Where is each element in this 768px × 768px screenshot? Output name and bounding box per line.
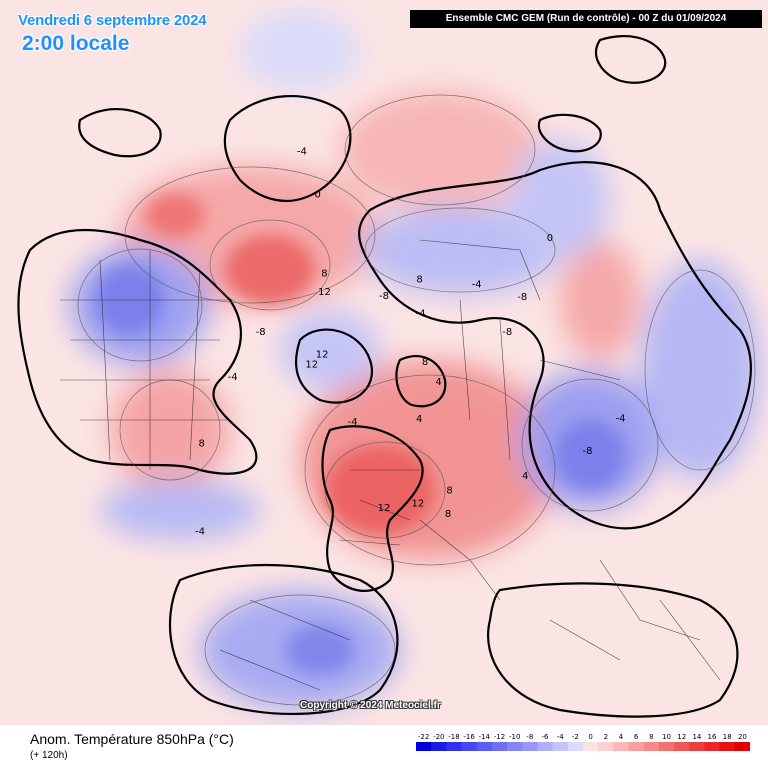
legend-tick-label: -2	[572, 733, 579, 741]
isotherm-value-label: 8	[416, 275, 422, 286]
anomaly-shading	[70, 10, 760, 710]
legend-swatch	[643, 742, 660, 751]
isotherm-value-label: 8	[445, 509, 451, 520]
isotherm-value-label: 12	[318, 287, 331, 298]
borders	[60, 239, 721, 691]
isotherm-value-label: -4	[472, 279, 482, 290]
isotherm-value-label: -8	[256, 327, 266, 338]
isotherm-value-label: -4	[348, 417, 358, 428]
coastlines	[17, 35, 752, 718]
legend-tick-label: 6	[634, 733, 639, 741]
legend-tick-label: 16	[708, 733, 717, 741]
model-run-info: Ensemble CMC GEM (Run de contrôle) - 00 …	[410, 10, 762, 28]
legend-tick-label: 0	[588, 733, 592, 741]
isotherm-value-label: -4	[195, 526, 205, 537]
isotherm-value-label: 12	[316, 350, 329, 361]
legend-tick-label: 20	[738, 733, 747, 741]
isotherm-value-label: 8	[422, 357, 428, 368]
legend-tick-label: 12	[677, 733, 686, 741]
legend-swatch	[704, 742, 720, 751]
legend-tick-label: -8	[526, 733, 533, 741]
isotherm-value-label: -4	[416, 309, 426, 320]
legend-tick-label: -22	[418, 733, 429, 741]
legend-tick-label: -6	[542, 733, 550, 741]
isotherm-value-label: 8	[321, 269, 327, 280]
lead-time: (+ 120h)	[30, 750, 68, 761]
isotherm-value-label: 12	[305, 359, 318, 370]
isotherm-value-label: -4	[616, 414, 626, 425]
legend-swatch	[674, 742, 690, 751]
isotherm-value-label: -8	[379, 291, 389, 302]
isotherm-value-label: 8	[199, 438, 205, 449]
isotherm-value-label: 12	[378, 503, 391, 514]
legend-swatch	[446, 742, 462, 751]
isotherm-value-label: -8	[502, 327, 512, 338]
isotherm-value-label: 4	[522, 471, 528, 482]
local-time-title: 2:00 locale	[22, 32, 130, 55]
color-legend: -22 -20 -18 -16 -14 -12 -10 -8 -6 -4 -2 0 2 4 6 8 10 12 14…	[416, 733, 750, 751]
legend-tick-label: -20	[433, 733, 444, 741]
legend-swatch	[507, 742, 523, 751]
legend-tick-label: 18	[723, 733, 732, 741]
legend-swatch	[431, 742, 447, 751]
isotherm-value-label: -4	[297, 146, 307, 157]
legend-tick-label: -18	[448, 733, 459, 741]
legend-tick-label: 2	[604, 733, 608, 741]
isotherm-value-label: 0	[315, 190, 321, 201]
legend-swatch	[613, 742, 629, 751]
legend-tick-label: -4	[557, 733, 565, 741]
isotherm-value-label: 12	[412, 499, 425, 510]
parameter-title: Anom. Température 850hPa (°C)	[30, 731, 234, 747]
legend-tick-label: -12	[494, 733, 505, 741]
isotherm-value-label: -8	[517, 292, 527, 303]
legend-tick-label: -10	[509, 733, 520, 741]
copyright-notice: Copyright © 2024 Meteociel.fr	[300, 700, 441, 711]
isotherm-value-label: -4	[228, 372, 238, 383]
legend-swatch	[598, 742, 614, 751]
legend-swatch	[583, 742, 599, 751]
legend-swatch	[719, 742, 736, 751]
legend-swatch	[416, 742, 432, 751]
isotherm-value-label: 0	[547, 233, 553, 244]
legend-tick-label: 14	[692, 733, 701, 741]
legend-swatch	[628, 742, 644, 751]
legend-swatch	[689, 742, 705, 751]
legend-swatch	[491, 742, 508, 751]
legend-swatch	[658, 742, 675, 751]
legend-swatch	[522, 742, 538, 751]
isotherm-contours	[77, 94, 756, 706]
isotherm-value-label: 8	[446, 486, 452, 497]
isotherm-value-label: 4	[435, 377, 441, 388]
legend-tick-label: -16	[463, 733, 475, 741]
legend-tick-label: 10	[662, 733, 671, 741]
legend-swatch	[476, 742, 493, 751]
footer: Anom. Température 850hPa (°C) (+ 120h) -…	[0, 725, 768, 768]
legend-tick-label: 8	[649, 733, 653, 741]
legend-swatch	[552, 742, 569, 751]
legend-tick-label: 4	[619, 733, 624, 741]
legend-swatch	[537, 742, 553, 751]
legend-swatch	[461, 742, 477, 751]
legend-tick-label: -14	[479, 733, 491, 741]
legend-swatch	[734, 742, 750, 751]
date-title: Vendredi 6 septembre 2024	[18, 12, 207, 29]
legend-swatch	[567, 742, 584, 751]
isotherm-value-label: 4	[416, 414, 422, 425]
isotherm-value-label: -8	[583, 446, 593, 457]
